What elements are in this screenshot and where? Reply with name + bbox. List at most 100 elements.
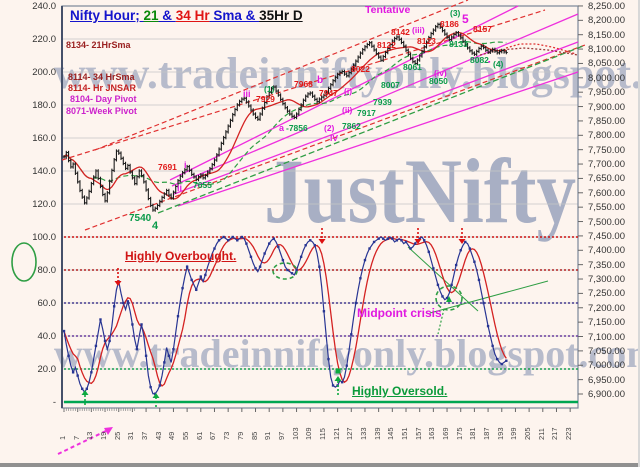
oscillator-marker — [327, 357, 330, 361]
oscillator-marker — [450, 283, 453, 287]
oscillator-marker — [154, 392, 157, 395]
oscillator-marker — [322, 310, 326, 313]
x-axis-label: 217 — [550, 427, 560, 440]
x-axis-label: 37 — [140, 431, 150, 440]
oscillator-marker — [368, 247, 371, 250]
right-axis-label: 6,950.00 — [588, 374, 625, 386]
oscillator-marker — [482, 301, 485, 305]
oscillator-marker — [190, 278, 193, 282]
right-axis-label: 6,900.00 — [588, 389, 625, 400]
price-annotation: 7939 — [373, 97, 392, 107]
oscillator-marker — [85, 387, 88, 390]
oscillator-marker — [240, 235, 244, 239]
oscillator-marker — [331, 384, 335, 387]
chart-title-part: 34 Hr — [175, 8, 210, 23]
right-axis-label: 7,400.00 — [588, 245, 625, 257]
price-annotation: 7929 — [256, 94, 275, 104]
red-down-arrow-head — [318, 239, 326, 244]
oscillator-marker — [245, 242, 248, 245]
oscillator-marker — [468, 247, 472, 250]
price-annotation: 8157 — [473, 24, 492, 34]
magenta-arrow-head — [104, 427, 113, 435]
x-axis-label: 25 — [112, 431, 122, 440]
right-axis-label: 7,050.00 — [588, 345, 625, 357]
green-up-arrow-head — [152, 393, 160, 398]
x-axis-label: 181 — [468, 427, 478, 440]
oscillator-marker — [158, 384, 161, 387]
price-annotation: 8007 — [381, 80, 400, 90]
trend-line-0 — [94, 0, 469, 151]
oscillator-marker — [263, 252, 266, 255]
left-axis-label: 160.0 — [32, 133, 56, 144]
price-annotation: IV — [330, 133, 339, 143]
left-axis-label: 140.0 — [32, 166, 56, 177]
right-axis-label: 7,650.00 — [588, 173, 625, 185]
oscillator-marker — [313, 244, 316, 247]
pivot-label: 8114- 34 HrSma — [68, 72, 135, 82]
oscillator-marker — [140, 323, 143, 326]
right-axis-label: 7,150.00 — [588, 317, 625, 329]
oscillator-marker — [454, 263, 458, 267]
oscillator-marker — [122, 301, 125, 305]
chart-title-part: 21 — [143, 8, 159, 23]
oscillator-marker — [486, 324, 490, 328]
left-axis-label: 60.0 — [37, 298, 57, 309]
oscillator-marker — [172, 348, 175, 351]
price-annotation: i — [184, 160, 187, 170]
oscillator-marker — [432, 267, 435, 270]
oscillator-marker — [299, 255, 303, 258]
x-axis-label: 1 — [58, 435, 67, 440]
right-axis-label: 7,550.00 — [588, 202, 625, 214]
oscillator-marker — [395, 239, 399, 242]
oscillator-marker — [304, 244, 307, 247]
pivot-label: 8071-Week Pivot — [66, 106, 137, 116]
x-axis-label: 67 — [208, 431, 218, 440]
pivot-label: 8114- Hr JNSAR — [68, 83, 137, 93]
trend-line-4 — [171, 13, 579, 187]
oscillator-marker — [286, 268, 289, 272]
x-axis-label: 79 — [235, 431, 245, 440]
price-annotation: (2) — [324, 123, 335, 133]
left-axis-label: 200.0 — [32, 67, 56, 78]
left-axis-label: 120.0 — [32, 199, 56, 210]
oscillator-marker — [144, 354, 148, 357]
chart-title: Nifty Hour; 21 & 34 Hr Sma & 35Hr D — [70, 8, 303, 23]
trend-line-7 — [157, 45, 584, 214]
oscillator-marker — [222, 235, 225, 239]
oscillator-marker — [491, 344, 494, 348]
right-axis-label: 7,950.00 — [588, 87, 625, 99]
oscillator-marker — [290, 272, 294, 275]
oscillator-marker — [258, 265, 262, 268]
oscillator-marker — [90, 371, 93, 374]
green-up-arrow-head — [334, 376, 342, 381]
oscillator-marker — [71, 371, 75, 374]
x-axis-label: 13 — [85, 431, 95, 440]
oscillator-marker — [226, 239, 230, 242]
price-annotation: (iii) — [412, 25, 425, 35]
x-axis-label: 139 — [372, 427, 382, 440]
oscillator-line — [63, 236, 507, 395]
right-axis-label: 8,200.00 — [588, 15, 625, 27]
price-annotation: 8186 — [440, 19, 459, 29]
oscillator-marker — [112, 305, 116, 308]
oscillator-marker — [236, 239, 239, 242]
oscillator-marker — [277, 245, 280, 249]
overbought-label: Highly Overbought. — [125, 249, 237, 263]
oscillator-marker — [377, 237, 380, 240]
price-annotation: (ii) — [342, 105, 353, 115]
x-axis-label: 91 — [263, 431, 273, 440]
oscillator-marker — [213, 247, 216, 250]
right-axis-label: 7,500.00 — [588, 216, 625, 228]
right-axis-label: 8,150.00 — [588, 29, 625, 41]
oscillator-marker — [62, 329, 66, 333]
oscillator-marker — [400, 239, 403, 242]
window-right-edge — [638, 0, 640, 467]
x-axis-label: 223 — [564, 427, 574, 440]
price-annotation: (3) — [450, 8, 461, 18]
right-axis-label: 8,100.00 — [588, 44, 625, 56]
price-annotation: (1) — [264, 84, 275, 94]
oscillator-marker — [195, 288, 198, 291]
price-annotation: 8123 — [417, 36, 436, 46]
oscillator-marker — [249, 255, 253, 258]
left-axis-label: 100.0 — [32, 232, 56, 243]
